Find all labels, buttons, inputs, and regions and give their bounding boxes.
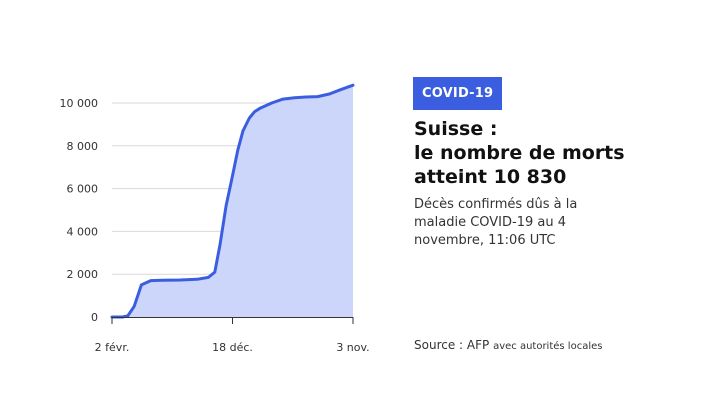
source-note: Source : AFP avec autorités locales <box>414 338 602 352</box>
series-line <box>110 83 355 319</box>
source-label: Source : AFP <box>414 338 490 352</box>
y-tick-label: 6 000 <box>67 183 99 196</box>
x-tick-label: 18 déc. <box>212 341 253 354</box>
chart-title-line: Suisse : <box>414 118 498 140</box>
chart-tick-labels: 0 2 000 4 000 6 000 8 000 10 000 2 févr. 18 déc… <box>60 97 370 354</box>
source-detail: avec autorités locales <box>493 341 603 352</box>
y-tick-label: 4 000 <box>67 225 99 238</box>
series-area <box>112 85 353 317</box>
chart-title: Suisse : le nombre de morts atteint 10 8… <box>414 117 694 189</box>
y-tick-label: 8 000 <box>67 140 99 153</box>
y-tick-label: 0 <box>91 311 98 324</box>
chart-area-layer <box>110 83 355 319</box>
topic-badge: COVID-19 <box>413 77 503 110</box>
death-toll-chart: 0 2 000 4 000 6 000 8 000 10 000 2 févr. 18 déc… <box>60 83 370 354</box>
x-tick-label: 2 févr. <box>95 341 130 354</box>
chart-title-line: atteint 10 830 <box>414 166 567 188</box>
x-tick-label: 3 nov. <box>336 341 369 354</box>
chart-title-line: le nombre de morts <box>414 142 625 164</box>
y-tick-label: 10 000 <box>60 97 99 110</box>
chart-subtitle: Décès confirmés dûs à la maladie COVID-1… <box>414 197 578 248</box>
y-tick-label: 2 000 <box>67 268 99 281</box>
chart-axes <box>111 317 354 324</box>
